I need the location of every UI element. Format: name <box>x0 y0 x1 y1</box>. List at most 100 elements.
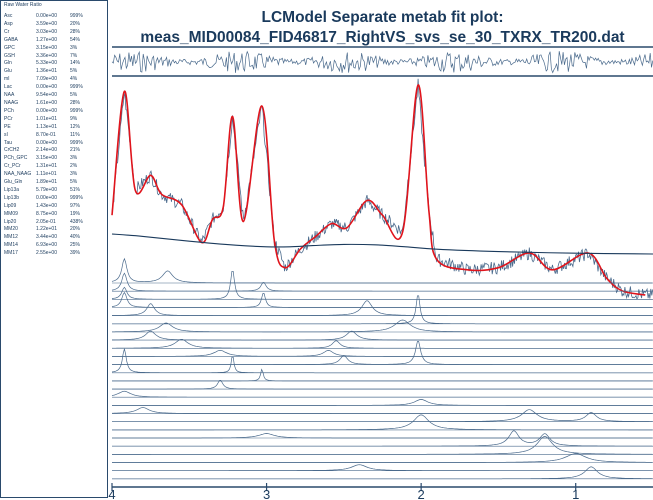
x-tick-label: 3 <box>263 487 270 500</box>
conc-row: Tau 0.00e+00 999% <box>4 140 94 148</box>
metabolite-fit-line <box>111 291 653 308</box>
conc-sd: 97% <box>70 202 81 209</box>
conc-conc: 1.22e+01 <box>36 226 57 233</box>
metabolite-fit-line <box>111 272 653 292</box>
conc-conc: 2.05e-01 <box>36 218 56 225</box>
chart-title-line2: meas_MID00084_FID46817_RightVS_svs_se_30… <box>140 29 625 46</box>
conc-row: PCh_GPC 3.15e+00 3% <box>4 155 94 163</box>
conc-sd: 5% <box>70 179 78 186</box>
conc-conc: 5.33e+00 <box>36 60 57 67</box>
conc-name: NAA <box>4 92 15 99</box>
conc-row: MM17 2.55e+00 39% <box>4 250 94 258</box>
conc-sd: 21% <box>70 147 81 154</box>
conc-sd: 9% <box>70 115 78 122</box>
conc-row: PCh 0.00e+00 999% <box>4 108 94 116</box>
conc-conc: 1.13e+01 <box>36 123 57 130</box>
conc-conc: 2.14e+00 <box>36 147 57 154</box>
conc-name: GPC <box>4 44 15 51</box>
conc-conc: 1.11e+01 <box>36 171 57 178</box>
conc-sd: 54% <box>70 36 81 43</box>
conc-name: Asc <box>4 13 13 19</box>
conc-sd: 999% <box>70 107 83 114</box>
conc-sd: 3% <box>70 171 78 178</box>
conc-name: Glu_Gln <box>4 179 23 186</box>
x-tick-label: 1 <box>572 487 579 500</box>
conc-row: GSH 3.36e+00 7% <box>4 53 94 61</box>
metabolite-fit-line <box>112 350 653 357</box>
metabolite-fit-line <box>111 300 653 316</box>
conc-conc: 1.31e+01 <box>36 163 57 170</box>
conc-name: NAA_NAAG <box>4 171 32 178</box>
conc-sd: 28% <box>70 28 81 35</box>
conc-sd: 20% <box>70 226 81 233</box>
conc-name: MM17 <box>4 250 18 257</box>
conc-name: Lip13b <box>4 194 20 201</box>
conc-conc: 1.43e+00 <box>36 202 57 209</box>
conc-row: mI 7.09e+00 4% <box>4 76 94 84</box>
conc-row: NAA 9.54e+00 5% <box>4 92 94 100</box>
conc-name: sI <box>4 131 8 138</box>
conc-name: CrCH2 <box>4 147 20 154</box>
conc-conc: 1.27e+00 <box>36 36 57 43</box>
conc-sd: 39% <box>70 250 81 257</box>
metabolite-fit-line <box>112 341 653 365</box>
conc-sd: 999% <box>70 84 83 91</box>
data-spectrum-line <box>111 78 653 300</box>
conc-conc: 0.00e+00 <box>36 194 57 201</box>
baseline-line <box>111 233 653 255</box>
conc-conc: 1.01e+01 <box>36 115 57 122</box>
metabolite-fit-line <box>111 257 653 284</box>
x-tick-label: 4 <box>108 487 115 500</box>
conc-name: Tau <box>4 139 13 146</box>
conc-row: NAA_NAAG 1.11e+01 3% <box>4 171 94 179</box>
conc-row: Asc 0.00e+00 999% <box>4 13 94 21</box>
conc-sd: 20% <box>70 20 81 27</box>
residual-trace <box>111 50 653 74</box>
metabolite-fit-line <box>112 464 653 472</box>
conc-sd: 3% <box>70 44 78 51</box>
conc-conc: 0.00e+00 <box>36 84 57 91</box>
conc-row: CrCH2 2.14e+00 21% <box>4 147 94 155</box>
conc-sd: 51% <box>70 186 81 193</box>
conc-row: Gln 5.33e+00 14% <box>4 60 94 68</box>
fit-line <box>111 84 646 296</box>
conc-row: PCr 1.01e+01 9% <box>4 116 94 124</box>
metabolite-fit-line <box>112 433 653 439</box>
conc-name: PCr <box>4 115 13 122</box>
metabolite-fit-line <box>112 409 653 423</box>
conc-name: Lip20 <box>4 218 17 225</box>
conc-row: Glu 1.36e+01 5% <box>4 68 94 76</box>
conc-name: MM20 <box>4 226 18 233</box>
conc-conc: 3.15e+00 <box>36 155 57 162</box>
conc-conc: 1.61e+00 <box>36 99 57 106</box>
conc-name: PE <box>4 123 11 130</box>
conc-row: MM20 1.22e+01 20% <box>4 226 94 234</box>
conc-sd: 4% <box>70 76 78 83</box>
conc-row: Lip13b 0.00e+00 999% <box>4 195 94 203</box>
conc-sd: 5% <box>70 68 78 75</box>
conc-sd: 999% <box>70 194 83 201</box>
conc-conc: 3.44e+00 <box>36 234 57 241</box>
conc-name: Cr <box>4 28 10 35</box>
conc-sd: 999% <box>70 13 83 19</box>
conc-row: GABA 1.27e+00 54% <box>4 37 94 45</box>
conc-conc: 8.70e-01 <box>36 131 56 138</box>
conc-row: Lip09 1.43e+00 97% <box>4 203 94 211</box>
conc-sd: 3% <box>70 155 78 162</box>
metabolite-fit-line <box>112 295 653 325</box>
conc-name: MM14 <box>4 242 18 249</box>
metabolite-fit-line <box>112 407 653 414</box>
conc-sd: 40% <box>70 234 81 241</box>
conc-sd: 2% <box>70 163 78 170</box>
concentration-panel: Raw Water Ratio Asc 0.00e+00 999% Asp 3.59e+… <box>0 0 108 498</box>
conc-name: Lip13a <box>4 186 20 193</box>
conc-name: PCh_GPC <box>4 155 28 162</box>
conc-sd: 438% <box>70 218 83 225</box>
conc-name: Gln <box>4 60 12 67</box>
metabolite-fit-line <box>112 338 653 349</box>
conc-name: GABA <box>4 36 18 43</box>
conc-conc: 2.55e+00 <box>36 250 57 257</box>
metabolite-fit-line <box>112 453 653 463</box>
conc-sd: 14% <box>70 60 81 67</box>
conc-sd: 5% <box>70 92 78 99</box>
